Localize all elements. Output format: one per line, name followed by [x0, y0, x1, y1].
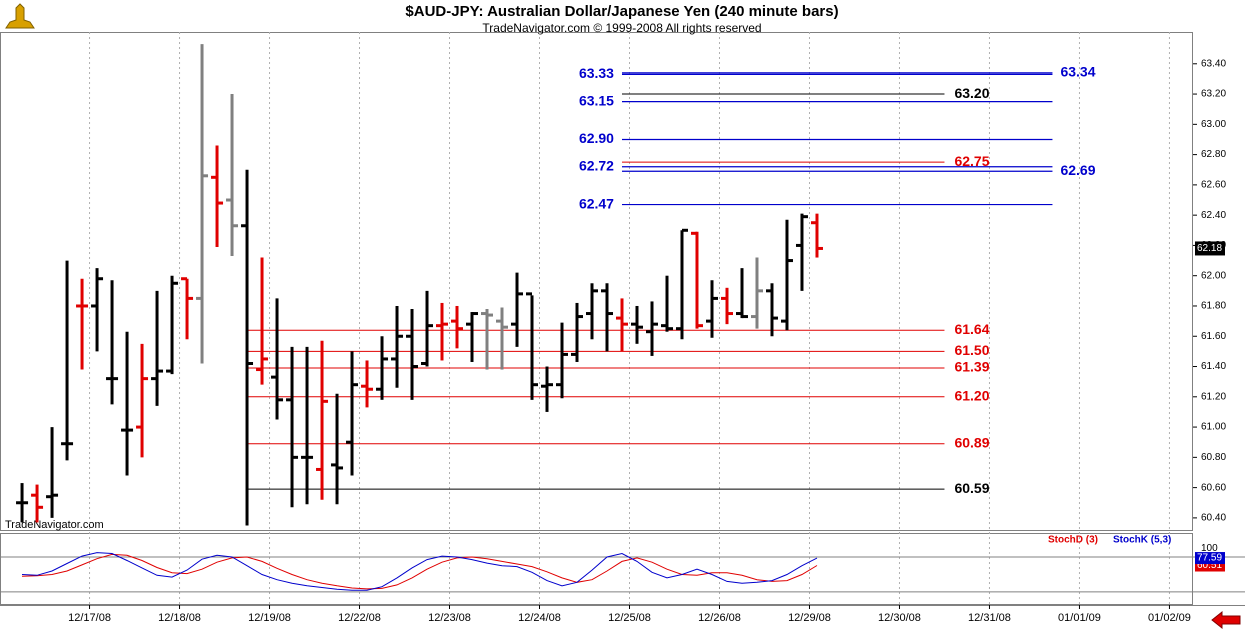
y-tick-label: 62.60	[1201, 180, 1226, 191]
level-label: 62.90	[579, 130, 614, 146]
x-tick-label: 12/19/08	[248, 612, 291, 624]
legend-label: StochK (5,3)	[1113, 535, 1171, 546]
y-tick-label: 62.40	[1201, 210, 1226, 221]
last-value-label: 60.51	[1197, 560, 1222, 571]
legend-label: StochD (3)	[1048, 535, 1098, 546]
y-tick-label: 60.40	[1201, 513, 1226, 524]
chart-subtitle: TradeNavigator.com © 1999-2008 All right…	[482, 21, 761, 35]
last-price-box	[1195, 241, 1225, 256]
level-label: 63.34	[1060, 64, 1095, 80]
level-label: 63.20	[954, 85, 989, 101]
level-label: 62.69	[1060, 162, 1095, 178]
y-tick-label: 60.60	[1201, 482, 1226, 493]
x-tick-label: 12/17/08	[68, 612, 111, 624]
x-tick-label: 12/18/08	[158, 612, 201, 624]
last-value-box	[1195, 552, 1225, 565]
level-label: 61.64	[954, 321, 989, 337]
last-value-label: 77.59	[1197, 553, 1222, 564]
y-tick-label: 61.60	[1201, 331, 1226, 342]
level-label: 60.89	[954, 434, 989, 450]
scroll-arrow[interactable]	[1211, 610, 1241, 630]
last-price-label: 62.18	[1197, 243, 1222, 254]
y-tick-label: 62.80	[1201, 149, 1226, 160]
x-tick-label: 12/30/08	[878, 612, 921, 624]
level-label: 60.59	[954, 480, 989, 496]
stoch-panel	[0, 533, 1193, 605]
level-label: 61.39	[954, 359, 989, 375]
y-tick-label: 61.40	[1201, 361, 1226, 372]
x-tick-label: 12/29/08	[788, 612, 831, 624]
y-tick-label: 61.20	[1201, 391, 1226, 402]
x-tick-label: 12/25/08	[608, 612, 651, 624]
chart-title: $AUD-JPY: Australian Dollar/Japanese Yen…	[405, 3, 838, 20]
y-tick-label: 63.20	[1201, 89, 1226, 100]
y-tick-label: 63.00	[1201, 119, 1226, 130]
y-tick-label: 100	[1201, 543, 1218, 554]
plot-layer: 12/17/08 12/18/08 12/19/08 12/22/08 12/23/08…	[0, 32, 1245, 624]
x-tick-label: 12/31/08	[968, 612, 1011, 624]
y-tick-label: 60.80	[1201, 452, 1226, 463]
y-tick-label: 61.00	[1201, 422, 1226, 433]
x-tick-label: 12/26/08	[698, 612, 741, 624]
level-label: 61.20	[954, 387, 989, 403]
x-tick-label: 01/01/09	[1058, 612, 1101, 624]
stoch-line	[21, 552, 818, 591]
level-label: 62.47	[579, 195, 614, 211]
x-tick-label: 12/22/08	[338, 612, 381, 624]
y-tick-label: 62.00	[1201, 270, 1226, 281]
y-tick-label: 63.40	[1201, 58, 1226, 69]
level-label: 62.75	[954, 153, 989, 169]
stoch-line	[21, 553, 818, 590]
logo-icon[interactable]	[5, 3, 35, 29]
level-label: 62.72	[579, 157, 614, 173]
watermark: TradeNavigator.com	[5, 519, 104, 531]
x-tick-label: 01/02/09	[1148, 612, 1191, 624]
level-label: 61.50	[954, 342, 989, 358]
level-label: 63.15	[579, 92, 614, 108]
y-tick-label: 61.80	[1201, 301, 1226, 312]
x-tick-label: 12/23/08	[428, 612, 471, 624]
logo[interactable]	[5, 3, 35, 29]
level-label: 63.33	[579, 65, 614, 81]
x-tick-label: 12/24/08	[518, 612, 561, 624]
price-panel	[0, 32, 1193, 531]
